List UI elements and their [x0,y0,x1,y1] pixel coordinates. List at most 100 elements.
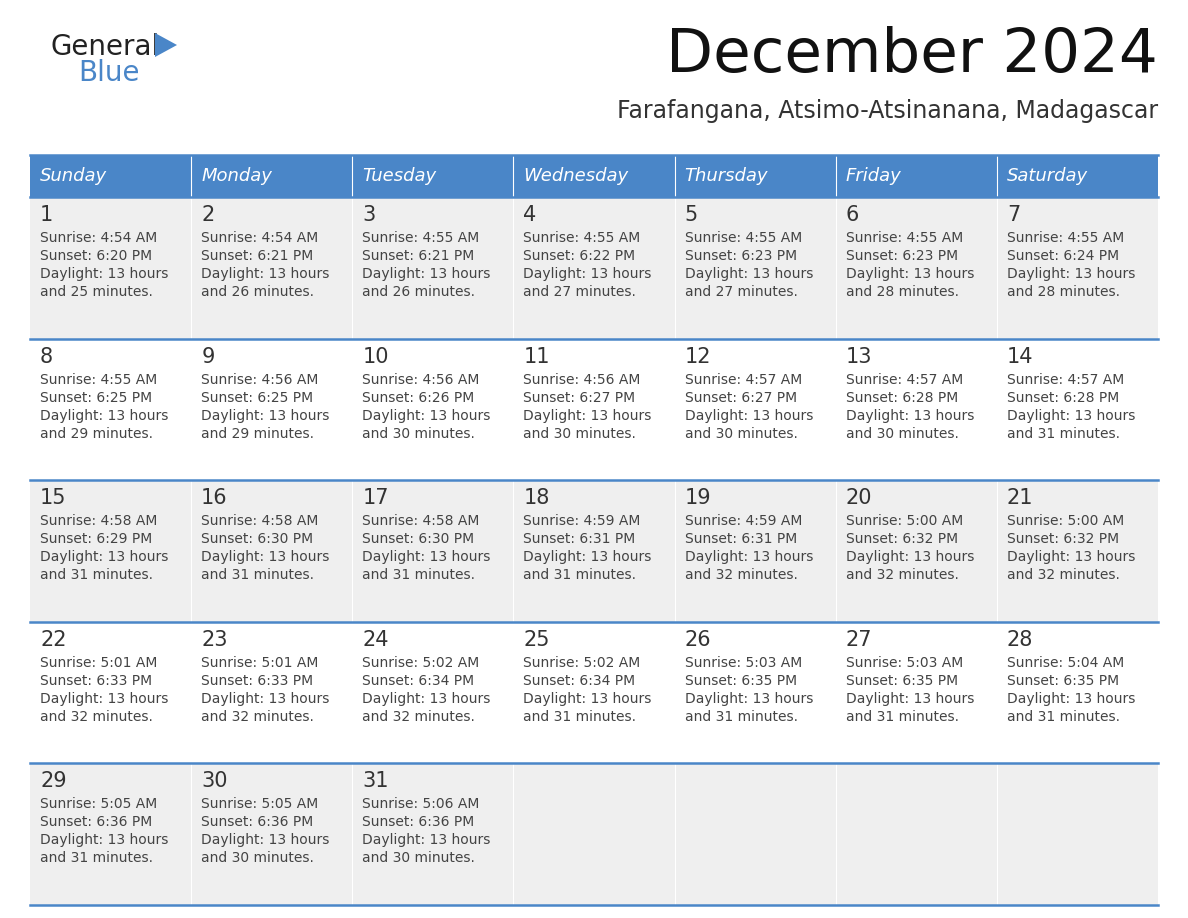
Bar [30,339,1158,480]
Text: and 27 minutes.: and 27 minutes. [684,285,797,299]
Text: Sunset: 6:32 PM: Sunset: 6:32 PM [846,532,958,546]
Text: and 31 minutes.: and 31 minutes. [684,710,797,723]
Text: Tuesday: Tuesday [362,167,436,185]
Text: and 31 minutes.: and 31 minutes. [201,568,314,582]
Text: 15: 15 [40,488,67,509]
Text: Sunrise: 4:58 AM: Sunrise: 4:58 AM [362,514,480,528]
Text: Sunrise: 5:05 AM: Sunrise: 5:05 AM [40,798,157,812]
Text: Sunset: 6:24 PM: Sunset: 6:24 PM [1007,249,1119,263]
Text: 6: 6 [846,205,859,225]
Text: Sunrise: 4:55 AM: Sunrise: 4:55 AM [846,231,963,245]
Text: Sunset: 6:31 PM: Sunset: 6:31 PM [524,532,636,546]
Text: 3: 3 [362,205,375,225]
Text: 26: 26 [684,630,712,650]
Text: and 32 minutes.: and 32 minutes. [201,710,314,723]
Text: Daylight: 13 hours: Daylight: 13 hours [846,692,974,706]
Text: 10: 10 [362,347,388,366]
Text: Sunset: 6:23 PM: Sunset: 6:23 PM [684,249,797,263]
Text: Farafangana, Atsimo-Atsinanana, Madagascar: Farafangana, Atsimo-Atsinanana, Madagasc… [617,99,1158,123]
Text: and 30 minutes.: and 30 minutes. [846,427,959,441]
Text: Daylight: 13 hours: Daylight: 13 hours [1007,550,1136,565]
Text: and 31 minutes.: and 31 minutes. [40,568,153,582]
Text: Daylight: 13 hours: Daylight: 13 hours [1007,409,1136,422]
Text: Sunrise: 5:06 AM: Sunrise: 5:06 AM [362,798,480,812]
Text: 31: 31 [362,771,388,791]
Bar [30,621,1158,764]
Bar [353,155,513,197]
Text: Sunrise: 4:55 AM: Sunrise: 4:55 AM [684,231,802,245]
Text: Sunrise: 4:57 AM: Sunrise: 4:57 AM [846,373,963,386]
Text: Sunset: 6:35 PM: Sunset: 6:35 PM [1007,674,1119,688]
Text: December 2024: December 2024 [666,26,1158,85]
Text: Sunrise: 4:56 AM: Sunrise: 4:56 AM [524,373,640,386]
Text: 13: 13 [846,347,872,366]
Text: Sunset: 6:33 PM: Sunset: 6:33 PM [201,674,314,688]
Text: 28: 28 [1007,630,1034,650]
Polygon shape [154,33,177,57]
Text: Daylight: 13 hours: Daylight: 13 hours [846,267,974,281]
Text: Sunrise: 4:58 AM: Sunrise: 4:58 AM [40,514,157,528]
Text: 27: 27 [846,630,872,650]
Text: 19: 19 [684,488,712,509]
Text: Daylight: 13 hours: Daylight: 13 hours [362,834,491,847]
Text: Sunset: 6:26 PM: Sunset: 6:26 PM [362,390,474,405]
Text: Sunrise: 5:02 AM: Sunrise: 5:02 AM [362,655,480,670]
Text: Sunset: 6:22 PM: Sunset: 6:22 PM [524,249,636,263]
Text: and 31 minutes.: and 31 minutes. [1007,427,1120,441]
Text: 29: 29 [40,771,67,791]
Text: Sunset: 6:23 PM: Sunset: 6:23 PM [846,249,958,263]
Text: Sunrise: 5:00 AM: Sunrise: 5:00 AM [1007,514,1124,528]
Bar [675,155,835,197]
Bar [835,155,997,197]
Text: and 29 minutes.: and 29 minutes. [40,427,153,441]
Text: and 25 minutes.: and 25 minutes. [40,285,153,299]
Text: and 28 minutes.: and 28 minutes. [846,285,959,299]
Text: Sunset: 6:28 PM: Sunset: 6:28 PM [846,390,958,405]
Text: 22: 22 [40,630,67,650]
Text: Sunrise: 5:05 AM: Sunrise: 5:05 AM [201,798,318,812]
Text: and 32 minutes.: and 32 minutes. [846,568,959,582]
Text: Daylight: 13 hours: Daylight: 13 hours [362,267,491,281]
Text: Sunrise: 5:03 AM: Sunrise: 5:03 AM [846,655,963,670]
Text: 1: 1 [40,205,53,225]
Text: Sunrise: 4:59 AM: Sunrise: 4:59 AM [524,514,640,528]
Text: and 32 minutes.: and 32 minutes. [684,568,797,582]
Text: and 26 minutes.: and 26 minutes. [201,285,314,299]
Text: and 32 minutes.: and 32 minutes. [362,710,475,723]
Text: Daylight: 13 hours: Daylight: 13 hours [524,550,652,565]
Text: 21: 21 [1007,488,1034,509]
Text: Sunset: 6:36 PM: Sunset: 6:36 PM [201,815,314,829]
Text: Sunset: 6:34 PM: Sunset: 6:34 PM [362,674,474,688]
Text: 11: 11 [524,347,550,366]
Text: Daylight: 13 hours: Daylight: 13 hours [684,692,813,706]
Text: Daylight: 13 hours: Daylight: 13 hours [362,409,491,422]
Text: Sunset: 6:21 PM: Sunset: 6:21 PM [362,249,474,263]
Text: and 30 minutes.: and 30 minutes. [201,851,314,866]
Text: Sunrise: 4:56 AM: Sunrise: 4:56 AM [201,373,318,386]
Text: 23: 23 [201,630,228,650]
Text: and 26 minutes.: and 26 minutes. [362,285,475,299]
Text: 12: 12 [684,347,712,366]
Text: Wednesday: Wednesday [524,167,628,185]
Text: Daylight: 13 hours: Daylight: 13 hours [1007,692,1136,706]
Text: and 32 minutes.: and 32 minutes. [40,710,153,723]
Text: Sunset: 6:25 PM: Sunset: 6:25 PM [201,390,314,405]
Text: Sunrise: 5:01 AM: Sunrise: 5:01 AM [40,655,157,670]
Bar [191,155,353,197]
Text: Daylight: 13 hours: Daylight: 13 hours [201,409,329,422]
Text: 8: 8 [40,347,53,366]
Text: Sunrise: 4:55 AM: Sunrise: 4:55 AM [1007,231,1124,245]
Text: and 31 minutes.: and 31 minutes. [524,710,637,723]
Text: 18: 18 [524,488,550,509]
Text: Sunrise: 5:01 AM: Sunrise: 5:01 AM [201,655,318,670]
Text: 2: 2 [201,205,214,225]
Text: Daylight: 13 hours: Daylight: 13 hours [684,409,813,422]
Text: Monday: Monday [201,167,272,185]
Text: Sunrise: 4:54 AM: Sunrise: 4:54 AM [201,231,318,245]
Text: and 30 minutes.: and 30 minutes. [684,427,797,441]
Text: Daylight: 13 hours: Daylight: 13 hours [40,267,169,281]
Text: Sunset: 6:27 PM: Sunset: 6:27 PM [524,390,636,405]
Text: Sunset: 6:30 PM: Sunset: 6:30 PM [201,532,314,546]
Text: Sunset: 6:34 PM: Sunset: 6:34 PM [524,674,636,688]
Text: and 31 minutes.: and 31 minutes. [524,568,637,582]
